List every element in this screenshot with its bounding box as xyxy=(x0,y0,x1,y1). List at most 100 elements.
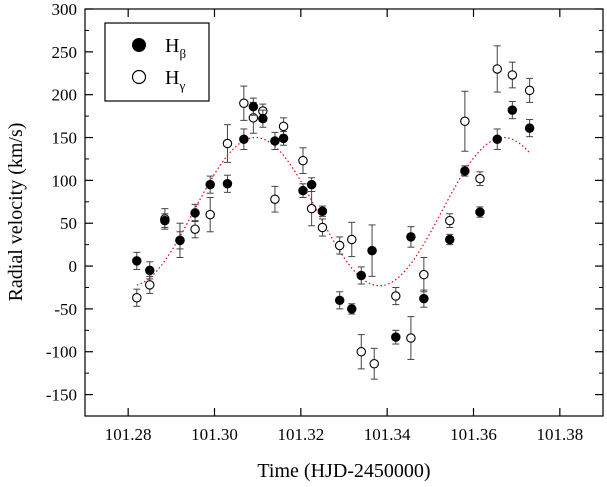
filled-circle-marker xyxy=(475,207,485,217)
hbeta-point xyxy=(145,261,155,280)
hgamma-point xyxy=(406,316,416,360)
hbeta-point xyxy=(306,177,317,193)
open-circle-marker xyxy=(239,98,249,109)
hgamma-point xyxy=(298,147,308,175)
hgamma-point xyxy=(239,85,249,121)
y-tick-label: 250 xyxy=(52,43,78,62)
x-axis-label: Time (HJD-2450000) xyxy=(257,460,430,482)
open-circle-marker xyxy=(190,224,200,234)
hbeta-point xyxy=(475,206,485,218)
open-circle-marker xyxy=(205,209,215,220)
hbeta-point xyxy=(419,289,429,308)
hbeta-point xyxy=(406,226,416,248)
x-tick-label: 101.36 xyxy=(450,425,497,444)
filled-circle-marker xyxy=(367,245,377,256)
x-tick-label: 101.38 xyxy=(536,425,583,444)
y-tick-label: -100 xyxy=(46,343,77,362)
open-circle-marker xyxy=(445,215,455,226)
legend-label-hgamma: Hγ xyxy=(165,67,185,93)
hgamma-point xyxy=(270,185,280,213)
filled-circle-marker xyxy=(175,235,185,246)
filled-circle-marker xyxy=(356,270,367,281)
hbeta-point xyxy=(270,131,280,151)
hbeta-point xyxy=(248,97,259,116)
hbeta-point xyxy=(278,131,289,146)
legend-marker-filled-circle xyxy=(132,38,146,52)
open-circle-marker xyxy=(356,346,367,357)
hbeta-point xyxy=(258,109,268,128)
hbeta-point xyxy=(347,303,357,315)
x-tick-label: 101.32 xyxy=(277,425,324,444)
filled-circle-marker xyxy=(419,293,429,304)
filled-circle-marker xyxy=(306,179,317,190)
open-circle-marker xyxy=(145,280,155,290)
hbeta-point xyxy=(190,203,200,222)
hgamma-point xyxy=(369,347,379,380)
y-tick-label: 150 xyxy=(52,129,78,148)
filled-circle-marker xyxy=(132,256,142,266)
hbeta-point xyxy=(507,101,518,120)
filled-circle-marker xyxy=(145,265,155,276)
filled-circle-marker xyxy=(317,206,328,216)
hbeta-point xyxy=(445,233,455,246)
hgamma-point xyxy=(205,197,215,233)
hgamma-point xyxy=(347,221,357,258)
filled-circle-marker xyxy=(190,208,200,218)
open-circle-marker xyxy=(298,155,308,166)
hgamma-point xyxy=(145,275,155,294)
hgamma-point xyxy=(356,334,367,370)
filled-circle-marker xyxy=(347,304,357,314)
open-circle-marker xyxy=(475,173,485,184)
open-circle-marker xyxy=(222,138,233,149)
open-circle-marker xyxy=(270,194,280,204)
hbeta-point xyxy=(524,119,535,138)
x-tick-label: 101.28 xyxy=(105,425,152,444)
filled-circle-marker xyxy=(160,215,170,226)
filled-circle-marker xyxy=(492,134,502,144)
hbeta-point xyxy=(492,128,502,151)
filled-circle-marker xyxy=(334,295,345,306)
open-circle-marker xyxy=(460,116,470,126)
filled-circle-marker xyxy=(239,134,249,144)
filled-circle-marker xyxy=(298,185,308,196)
hbeta-point xyxy=(460,165,470,177)
open-circle-marker xyxy=(406,333,416,343)
hgamma-point xyxy=(132,288,142,307)
hgamma-point xyxy=(475,171,485,187)
legend-box xyxy=(104,22,210,102)
y-tick-label: -50 xyxy=(54,300,77,319)
hbeta-point xyxy=(132,251,142,270)
filled-circle-marker xyxy=(524,123,535,133)
y-tick-label: 200 xyxy=(52,86,78,105)
open-circle-marker xyxy=(507,70,518,80)
hbeta-point xyxy=(356,266,367,285)
y-tick-label: 50 xyxy=(60,214,77,233)
hbeta-point xyxy=(222,174,233,193)
hbeta-point xyxy=(334,291,345,310)
y-tick-label: -150 xyxy=(46,386,77,405)
open-circle-marker xyxy=(391,291,401,301)
filled-circle-marker xyxy=(406,232,416,242)
filled-circle-marker xyxy=(391,332,401,342)
hgamma-point xyxy=(391,286,401,306)
hgamma-point xyxy=(460,90,470,152)
hgamma-point xyxy=(306,191,317,227)
hgamma-point xyxy=(507,61,518,89)
x-tick-label: 101.30 xyxy=(191,425,238,444)
hgamma-point xyxy=(190,220,200,239)
open-circle-marker xyxy=(524,85,535,96)
filled-circle-marker xyxy=(248,101,259,112)
filled-circle-marker xyxy=(258,113,268,124)
open-circle-marker xyxy=(278,121,289,132)
y-tick-label: 100 xyxy=(52,171,78,190)
filled-circle-marker xyxy=(445,234,455,245)
open-circle-marker xyxy=(419,269,429,280)
hgamma-point xyxy=(419,256,429,293)
open-circle-marker xyxy=(306,203,317,214)
filled-circle-marker xyxy=(507,105,518,115)
hbeta-point xyxy=(175,231,185,250)
axis-ticks-layer: 101.28 101.30 101.32 101.34 101.36 101.38 -150… xyxy=(46,0,603,444)
open-circle-marker xyxy=(492,64,502,74)
hbeta-point xyxy=(298,183,308,199)
hbeta-point xyxy=(205,175,215,194)
